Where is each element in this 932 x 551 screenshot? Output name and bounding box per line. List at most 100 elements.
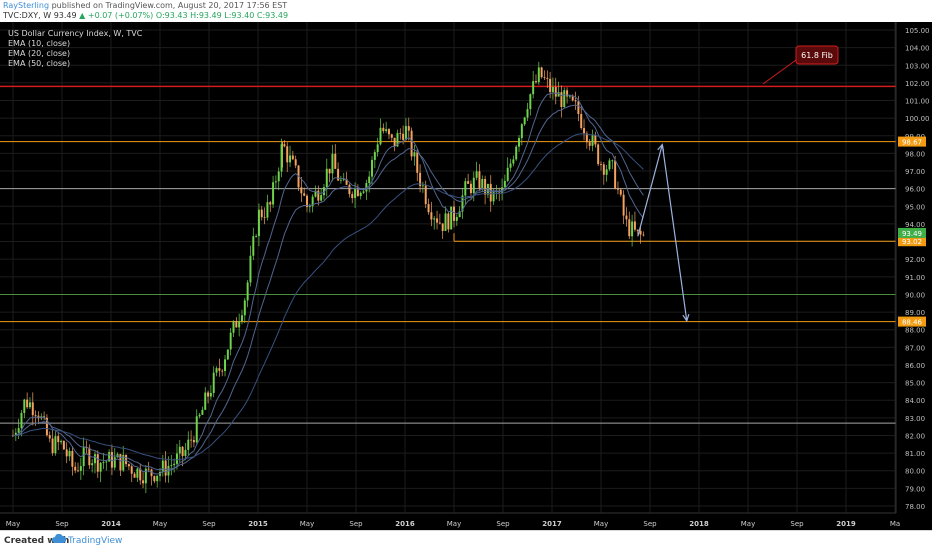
candle-body: [328, 168, 331, 174]
ema-10-line: [12, 92, 644, 475]
level-price-tag-bg: [898, 316, 926, 327]
projection-arrowhead: [682, 314, 690, 323]
tradingview-brand-link[interactable]: TradingView: [68, 536, 123, 546]
price-tick-label: 103.00: [905, 62, 930, 70]
up-triangle-icon: ▲: [79, 11, 86, 20]
price-tick-label: 78.00: [905, 503, 925, 511]
candle-body: [453, 206, 455, 221]
candle-body: [249, 255, 252, 283]
candle-body: [461, 195, 464, 212]
time-tick-label: Sep: [55, 520, 69, 528]
candle-body: [464, 181, 467, 196]
candle-body: [306, 195, 308, 208]
candle-body: [382, 127, 385, 132]
chart-canvas[interactable]: US Dollar Currency Index, W, TVC EMA (10…: [0, 22, 932, 530]
candle-body: [170, 465, 173, 466]
candle-body: [410, 130, 413, 157]
candle-body: [221, 370, 224, 372]
price-tick-label: 89.00: [905, 309, 925, 317]
symbol-line: TVC:DXY, W 93.49 ▲ +0.07 (+0.07%) O:93.4…: [3, 11, 288, 21]
candle-body: [540, 67, 543, 78]
price-tick-label: 102.00: [905, 80, 930, 88]
candle-body: [125, 454, 128, 465]
candle-body: [320, 195, 323, 201]
time-tick-label: May: [300, 520, 314, 528]
time-tick-label: May: [153, 520, 167, 528]
ema-20-line: [12, 104, 644, 471]
candle-body: [642, 234, 645, 236]
candle-body: [277, 171, 280, 182]
candle-body: [26, 399, 29, 408]
candle-body: [139, 468, 142, 481]
candle-body: [427, 204, 430, 213]
level-price-tag-bg: [898, 236, 926, 247]
price-tick-label: 88.00: [905, 327, 925, 335]
price-tick-label: 97.00: [905, 168, 925, 176]
candle-body: [45, 417, 48, 436]
candle-body: [88, 447, 91, 466]
candle-body: [433, 218, 436, 220]
candle-body: [523, 117, 526, 125]
price-tick-label: 80.00: [905, 468, 925, 476]
price-axis[interactable]: [896, 22, 932, 513]
candle-body: [577, 101, 580, 115]
candle-body: [362, 191, 365, 193]
candle-body: [274, 181, 277, 183]
price-tags: 98.67 93.02 88.46 93.49: [898, 136, 926, 327]
candle-body: [515, 146, 518, 160]
candle-body: [348, 184, 351, 195]
candle-body: [311, 196, 314, 207]
price-tick-label: 81.00: [905, 450, 925, 458]
candle-body: [238, 321, 241, 328]
candle-body: [444, 213, 447, 231]
fib-pointer-line: [762, 59, 797, 85]
chart-legend: US Dollar Currency Index, W, TVC EMA (10…: [8, 29, 143, 68]
candle-body: [351, 194, 354, 199]
author-link[interactable]: RaySterling: [3, 1, 50, 10]
candle-body: [594, 135, 597, 145]
candle-body: [622, 194, 625, 216]
candle-body: [119, 454, 122, 471]
candle-body: [472, 177, 475, 194]
candle-body: [85, 447, 88, 449]
time-tick-label: Sep: [790, 520, 804, 528]
candle-body: [407, 126, 410, 131]
candle-body: [526, 109, 529, 118]
tradingview-cloud-icon: [52, 534, 66, 543]
candle-body: [602, 164, 605, 175]
time-tick-label: May: [594, 520, 608, 528]
time-tick-label: 2017: [542, 520, 562, 528]
candle-body: [639, 230, 642, 235]
candle-body: [51, 438, 54, 454]
time-axis[interactable]: [0, 513, 932, 530]
candle-body: [62, 441, 65, 450]
price-tick-label: 100.00: [905, 115, 930, 123]
time-tick-label: 2018: [689, 520, 709, 528]
time-tick-label: 2016: [395, 520, 415, 528]
candle-body: [458, 211, 461, 218]
candle-body: [537, 67, 540, 83]
candle-body: [294, 159, 297, 166]
candle-body: [331, 153, 334, 174]
candle-body: [619, 189, 622, 195]
legend-ema-10: EMA (10, close): [8, 39, 70, 48]
time-tick-label: Sep: [202, 520, 216, 528]
candle-body: [560, 92, 563, 108]
candle-body: [636, 229, 639, 231]
publish-text: published on TradingView.com, August 20,…: [51, 1, 288, 10]
candle-body: [413, 152, 416, 157]
publish-line: RaySterling published on TradingView.com…: [3, 1, 287, 11]
candle-body: [212, 372, 215, 393]
candle-body: [153, 476, 156, 482]
candle-body: [34, 415, 37, 416]
fib-annotation[interactable]: 61.8 Fib: [762, 45, 839, 85]
candle-body: [430, 212, 433, 220]
candle-body: [467, 181, 470, 184]
candle-body: [631, 221, 634, 237]
candle-body: [568, 95, 571, 97]
candle-body: [356, 187, 359, 196]
candle-body: [54, 436, 57, 454]
candle-body: [314, 190, 317, 197]
candle-body: [240, 315, 243, 322]
candle-body: [583, 128, 586, 134]
